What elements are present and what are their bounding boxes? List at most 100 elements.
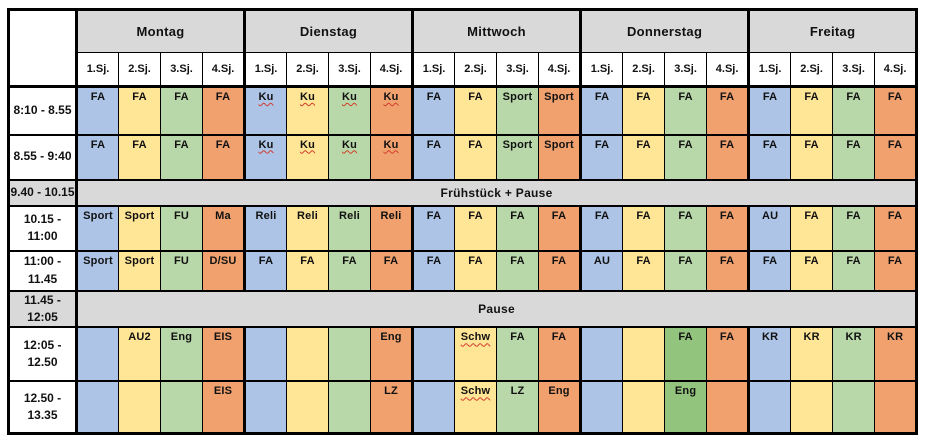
lesson-cell: Eng (538, 380, 582, 435)
lesson-cell: LZ (370, 380, 414, 435)
lesson-label: Ku (258, 91, 274, 103)
lesson-label: FA (636, 209, 651, 222)
lesson-cell: FA (664, 133, 708, 181)
lesson-cell: FA (832, 85, 876, 136)
period-header: 2.Sj. (118, 52, 161, 88)
lesson-cell: FA (832, 133, 876, 181)
lesson-label: FA (468, 91, 483, 103)
lesson-cell: FU (160, 249, 203, 292)
lesson-label: FA (636, 91, 651, 103)
lesson-cell (243, 380, 288, 435)
period-header: 4.Sj. (370, 52, 414, 88)
lesson-label: FA (762, 91, 778, 103)
lesson-label: Sport (83, 209, 113, 222)
lesson-label: FA (90, 138, 106, 151)
period-header: 1.Sj. (243, 52, 288, 88)
lesson-cell: FA (370, 249, 414, 292)
lesson-label: FA (804, 209, 819, 222)
lesson-cell: FA (496, 249, 540, 292)
break-row: 9.40 - 10.15 Frühstück + Pause (8, 178, 918, 207)
lesson-cell: Sport (118, 204, 161, 252)
table-row: 10.15 - 11:00 Sport Sport FU Ma Reli Reli Reli R… (8, 204, 918, 252)
lesson-label: FU (173, 209, 190, 222)
lesson-label: Sport (544, 91, 574, 103)
period-header-row: 1.Sj. 2.Sj. 3.Sj. 4.Sj. 1.Sj. 2.Sj. 3.Sj… (9, 52, 918, 88)
lesson-label: AU2 (128, 331, 151, 344)
lesson-label: FA (594, 138, 610, 151)
lesson-label: FA (132, 91, 147, 103)
lesson-cell: FA (747, 85, 792, 136)
lesson-cell: Reli (370, 204, 414, 252)
lesson-cell: FA (790, 249, 834, 292)
lesson-cell: FA (75, 133, 119, 181)
lesson-label: FA (678, 331, 693, 344)
table-row: 12:05 - 12.50 AU2 Eng EIS Eng Schw FA FA FA FA KR K… (8, 326, 918, 383)
lesson-cell: Eng (370, 326, 414, 383)
period-header: 2.Sj. (286, 52, 330, 88)
lesson-cell: Ku (370, 85, 414, 136)
lesson-label: FA (174, 91, 189, 103)
lesson-label: D/SU (209, 254, 237, 267)
lesson-label: FA (636, 138, 651, 151)
time-cell: 12.50 - 13.35 (8, 380, 78, 435)
lesson-cell: FA (496, 326, 540, 383)
lesson-label: Reli (297, 209, 318, 222)
lesson-cell: FA (201, 133, 246, 181)
lesson-cell: FA (874, 85, 918, 136)
lesson-cell: Sport (538, 133, 582, 181)
lesson-label: FA (887, 209, 903, 222)
lesson-cell: Eng (160, 326, 203, 383)
lesson-cell: FA (411, 249, 456, 292)
lesson-cell: FA (664, 249, 708, 292)
lesson-cell: FA (286, 249, 330, 292)
lesson-cell: FA (706, 204, 750, 252)
lesson-label: FA (426, 209, 442, 222)
lesson-label: Sport (502, 138, 533, 151)
lesson-cell: FA (706, 85, 750, 136)
lesson-cell (622, 326, 666, 383)
lesson-label: FA (594, 209, 610, 222)
lesson-label: FA (762, 138, 778, 151)
period-header: 1.Sj. (75, 52, 119, 88)
lesson-label: KR (886, 331, 904, 344)
lesson-cell: AU (579, 249, 624, 292)
lesson-label: Schw (460, 331, 491, 344)
lesson-cell (328, 326, 372, 383)
lesson-cell: FA (664, 204, 708, 252)
lesson-label: FA (887, 91, 903, 103)
lesson-label: LZ (510, 385, 525, 398)
lesson-label: Reli (339, 209, 360, 222)
lesson-cell: Reli (286, 204, 330, 252)
lesson-label: FA (510, 331, 525, 344)
lesson-cell (411, 380, 456, 435)
lesson-label: Ma (215, 209, 231, 222)
lesson-label: FA (846, 138, 861, 151)
period-header: 2.Sj. (622, 52, 666, 88)
lesson-cell: FA (454, 85, 498, 136)
lesson-label: FA (804, 254, 819, 267)
lesson-cell: FA (622, 204, 666, 252)
lesson-cell: KR (874, 326, 918, 383)
lesson-cell: FA (579, 204, 624, 252)
lesson-label: FA (846, 254, 861, 267)
corner-cell (8, 9, 78, 88)
time-cell: 12:05 - 12.50 (8, 326, 78, 383)
lesson-cell: LZ (496, 380, 540, 435)
lesson-cell (706, 380, 750, 435)
lesson-label: FA (678, 209, 693, 222)
timetable-body: 8:10 - 8.55 FA FA FA FA Ku Ku Ku Ku FA FA Sport Spor… (8, 85, 918, 435)
lesson-label: Eng (548, 385, 570, 398)
lesson-cell: AU2 (118, 326, 161, 383)
lesson-cell (75, 326, 119, 383)
lesson-cell: FA (622, 85, 666, 136)
period-header: 2.Sj. (790, 52, 834, 88)
lesson-cell: FA (454, 204, 498, 252)
lesson-label: FA (762, 254, 778, 267)
period-header: 3.Sj. (832, 52, 876, 88)
lesson-label: FA (678, 254, 693, 267)
lesson-cell: Sport (75, 249, 119, 292)
lesson-cell: FA (496, 204, 540, 252)
lesson-label: Sport (124, 254, 155, 267)
lesson-label: EIS (213, 385, 233, 398)
lesson-label: Ku (383, 91, 399, 103)
